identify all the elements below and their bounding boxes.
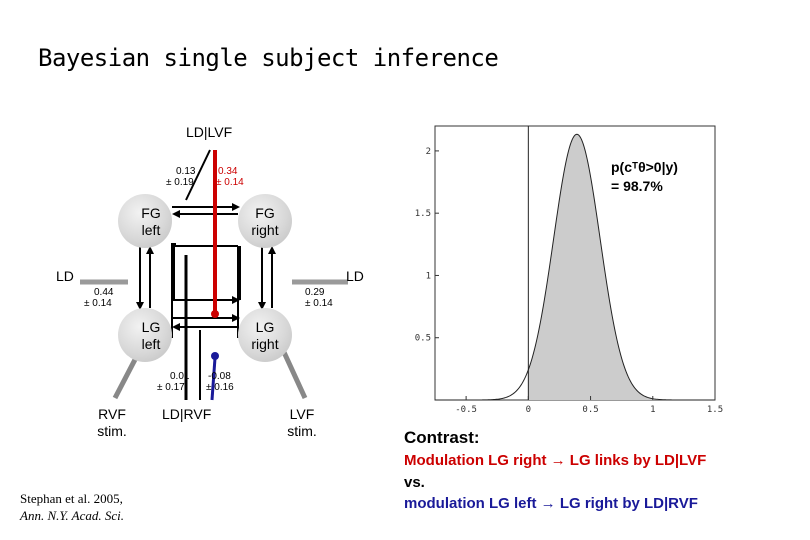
y-tick-label: 0.5	[415, 334, 431, 344]
ld-rvf-modulation-line	[210, 357, 217, 401]
fg-left-to-lg-right	[173, 246, 240, 304]
param-top-right-sd: ± 0.14	[216, 177, 244, 188]
lvf-stim-line2: stim.	[287, 423, 317, 439]
lg-right-label: LG right	[240, 319, 290, 353]
fg-right-label-line2: right	[251, 222, 279, 238]
ld-right-input-label: LD	[346, 268, 364, 284]
lvf-stim-line1: LVF	[289, 406, 315, 422]
param-bottom-right-sd: ± 0.16	[206, 382, 234, 393]
lg-left-label: LG left	[126, 319, 176, 353]
contrast-heading: Contrast:	[404, 428, 480, 447]
ld-rvf-modulation-point	[211, 352, 219, 360]
lvf-input-arrow	[280, 348, 308, 400]
ld-rvf-label: LD|RVF	[162, 406, 212, 422]
fg-right-node	[238, 194, 292, 248]
param-bottom-left-sd: ± 0.17	[157, 382, 185, 393]
fg-right-label-line1: FG	[255, 205, 275, 221]
contrast-line1: Modulation LG right → LG links by LD|LVF	[404, 452, 707, 469]
ld-lvf-label: LD|LVF	[186, 124, 233, 140]
contrast-line3: modulation LG left → LG right by LD|RVF	[404, 495, 698, 512]
x-tick-label: 0.5	[582, 405, 598, 415]
fg-left-label-line1: FG	[141, 205, 161, 221]
y-tick-label: 1	[426, 271, 431, 281]
ld-lvf-modulation-point	[211, 310, 219, 318]
lg-left-label-line2: left	[141, 336, 161, 352]
citation: Stephan et al. 2005, Ann. N.Y. Acad. Sci…	[20, 490, 124, 524]
x-ticks: -0.5 0 0.5 1 1.5	[455, 396, 723, 415]
density-curve	[435, 133, 715, 401]
contrast-line2: vs.	[404, 474, 425, 491]
page-title: Bayesian single subject inference	[38, 44, 499, 72]
param-mid-left-value: 0.44	[94, 287, 114, 298]
y-tick-label: 1.5	[415, 209, 431, 219]
x-tick-label: 1	[650, 405, 655, 415]
lg-right-label-line1: LG	[255, 319, 275, 335]
ld-lvf-stem-left	[185, 149, 211, 201]
lg-right-label-line2: right	[251, 336, 279, 352]
rvf-stim-label: RVF stim.	[92, 406, 132, 440]
y-tick-label: 2	[426, 147, 431, 157]
density-shaded-area	[528, 134, 715, 401]
param-top-left-sd: ± 0.19	[166, 177, 194, 188]
lg-left-node	[118, 308, 172, 362]
fg-left-label-line2: left	[141, 222, 161, 238]
lg-left-up-link	[171, 243, 176, 338]
lg-right-node	[238, 308, 292, 362]
param-top-left-value: 0.13	[176, 166, 196, 177]
rvf-stim-line1: RVF	[98, 406, 126, 422]
param-mid-left-sd: ± 0.14	[84, 298, 112, 309]
x-tick-label: 0	[526, 405, 531, 415]
fg-left-label: FG left	[126, 205, 176, 239]
param-bottom-right-value: -0.08	[208, 371, 231, 382]
lg-left-label-line1: LG	[141, 319, 161, 335]
fg-left-node	[118, 194, 172, 248]
param-mid-right-value: 0.29	[305, 287, 325, 298]
fg-right-label: FG right	[240, 205, 290, 239]
posterior-density-chart: -0.5 0 0.5 1 1.5 0.5 1 1.5 2	[415, 125, 723, 415]
param-top-right-value: 0.34	[218, 166, 238, 177]
probability-line2: = 98.7%	[611, 178, 663, 194]
citation-line1: Stephan et al. 2005,	[20, 491, 123, 506]
lvf-stim-label: LVF stim.	[282, 406, 322, 440]
x-tick-label: 1.5	[707, 405, 723, 415]
param-mid-right-sd: ± 0.14	[305, 298, 333, 309]
y-ticks: 0.5 1 1.5 2	[415, 147, 439, 344]
param-bottom-left-value: 0.01	[170, 371, 190, 382]
probability-annotation: p(cᵀθ>0|y) = 98.7%	[611, 158, 678, 196]
citation-line2: Ann. N.Y. Acad. Sci.	[20, 508, 125, 523]
ld-left-input-label: LD	[56, 268, 74, 284]
probability-line1: p(cᵀθ>0|y)	[611, 159, 678, 175]
rvf-stim-line2: stim.	[97, 423, 127, 439]
x-tick-label: -0.5	[455, 405, 477, 415]
